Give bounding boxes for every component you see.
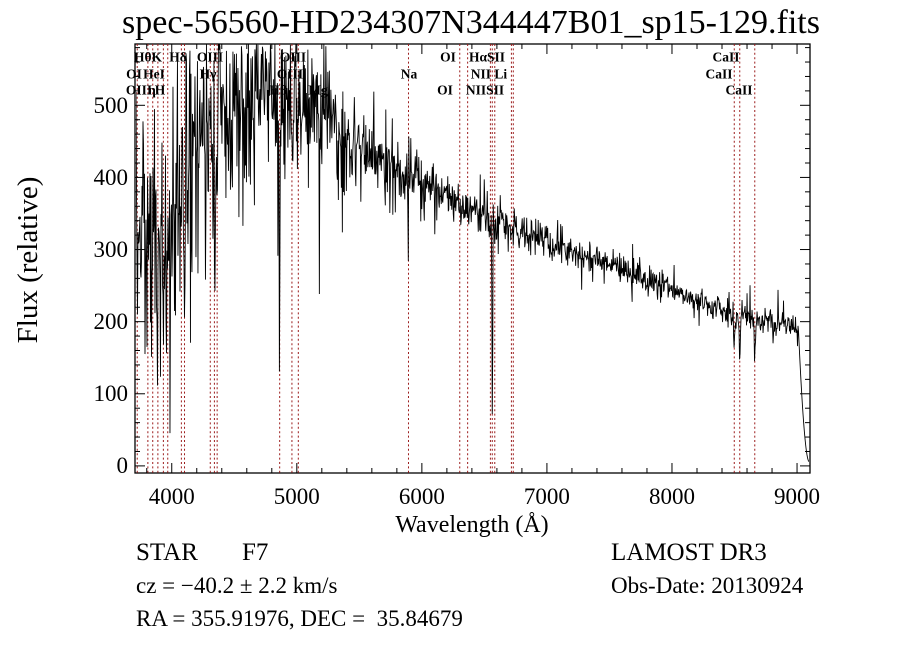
svg-text:H: H: [155, 83, 166, 98]
svg-text:100: 100: [94, 381, 129, 406]
svg-text:6000: 6000: [399, 484, 445, 509]
svg-text:STAR: STAR: [136, 539, 198, 566]
svg-text:NIISII: NIISII: [466, 83, 504, 98]
svg-text:8000: 8000: [649, 484, 695, 509]
svg-text:cz = −40.2 ± 2.2 km/s: cz = −40.2 ± 2.2 km/s: [136, 573, 338, 598]
svg-text:4000: 4000: [149, 484, 195, 509]
svg-text:OIII: OIII: [197, 50, 223, 65]
svg-text:CaII: CaII: [712, 50, 739, 65]
svg-text:Hγ: Hγ: [200, 66, 218, 81]
svg-text:500: 500: [94, 93, 129, 118]
svg-text:OI: OI: [437, 83, 453, 98]
svg-text:Mg: Mg: [308, 83, 328, 98]
svg-text:NII Li: NII Li: [471, 66, 508, 81]
svg-text:7000: 7000: [524, 484, 570, 509]
svg-text:300: 300: [94, 237, 129, 262]
svg-text:Hδ: Hδ: [169, 50, 187, 65]
svg-text:LAMOST DR3: LAMOST DR3: [611, 539, 767, 566]
svg-text:F7: F7: [242, 539, 268, 566]
svg-text:Flux (relative): Flux (relative): [12, 177, 44, 344]
svg-text:OIII: OIII: [280, 50, 306, 65]
svg-text:Na: Na: [401, 66, 418, 81]
svg-text:0: 0: [117, 453, 129, 478]
svg-text:CaII: CaII: [705, 66, 732, 81]
svg-text:OI: OI: [440, 50, 456, 65]
svg-text:Obs-Date: 20130924: Obs-Date: 20130924: [611, 573, 804, 598]
svg-text:CaII: CaII: [725, 83, 752, 98]
svg-text:HeI: HeI: [143, 66, 165, 81]
svg-text:HθK: HθK: [134, 50, 163, 65]
svg-text:OI: OI: [126, 66, 142, 81]
svg-text:Hβ: Hβ: [269, 83, 287, 98]
svg-text:OIII: OIII: [277, 66, 303, 81]
svg-text:HαSII: HαSII: [469, 50, 505, 65]
svg-text:9000: 9000: [774, 484, 820, 509]
svg-text:spec-56560-HD234307N344447B01_: spec-56560-HD234307N344447B01_sp15-129.f…: [122, 4, 820, 41]
svg-text:200: 200: [94, 309, 129, 334]
svg-text:RA = 355.91976, DEC = 35.8467: RA = 355.91976, DEC = 35.84679: [136, 606, 463, 631]
svg-text:5000: 5000: [274, 484, 320, 509]
svg-text:400: 400: [94, 165, 129, 190]
svg-text:Wavelength (Å): Wavelength (Å): [395, 512, 548, 538]
